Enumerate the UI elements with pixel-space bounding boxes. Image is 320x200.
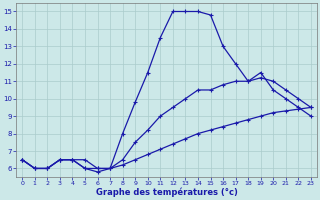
X-axis label: Graphe des températures (°c): Graphe des températures (°c) bbox=[96, 188, 237, 197]
